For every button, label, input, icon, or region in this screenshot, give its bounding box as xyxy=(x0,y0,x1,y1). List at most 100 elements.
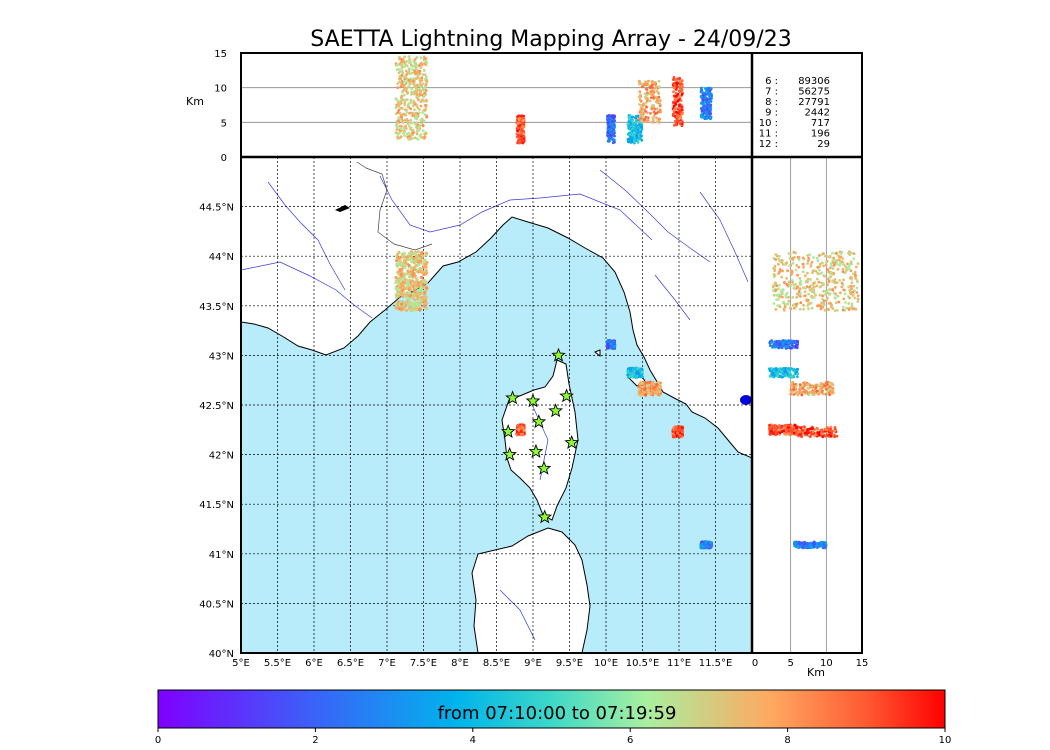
lightning-point xyxy=(850,302,854,306)
lightning-point xyxy=(408,251,412,255)
lightning-point xyxy=(403,80,406,84)
lightning-point xyxy=(411,131,414,135)
lon-tick-label: 9.5°E xyxy=(556,658,583,669)
lightning-point xyxy=(420,302,424,306)
lightning-point xyxy=(416,74,420,78)
altitude-lon-panel xyxy=(241,53,752,157)
lightning-point xyxy=(823,308,827,312)
lightning-point xyxy=(770,427,774,430)
lightning-point xyxy=(607,137,611,140)
lightning-point xyxy=(638,90,642,93)
lightning-point xyxy=(806,262,809,265)
lightning-point xyxy=(785,277,788,280)
lightning-point xyxy=(784,426,787,430)
lightning-point xyxy=(403,266,407,270)
lightning-point xyxy=(852,292,855,296)
lightning-point xyxy=(842,278,845,282)
lightning-point xyxy=(652,96,656,100)
lightning-point xyxy=(807,427,811,431)
lightning-point xyxy=(778,283,781,287)
lightning-point xyxy=(828,387,832,391)
lightning-point xyxy=(650,93,654,97)
lightning-point xyxy=(416,89,419,92)
lightning-point xyxy=(674,103,678,106)
lightning-point xyxy=(658,117,662,121)
lightning-point xyxy=(807,393,811,396)
lightning-point xyxy=(404,113,408,117)
lightning-point xyxy=(653,107,657,111)
lightning-point xyxy=(646,116,650,119)
lightning-point xyxy=(627,371,631,375)
lightning-point xyxy=(410,121,414,125)
lightning-point xyxy=(799,541,802,545)
lightning-point xyxy=(411,68,414,72)
lightning-point xyxy=(639,99,643,103)
lightning-point xyxy=(806,383,810,387)
alt-tick-label: 0 xyxy=(221,153,227,164)
lightning-point xyxy=(818,389,822,393)
lightning-point xyxy=(831,267,835,270)
lightning-point xyxy=(803,428,807,432)
lightning-point xyxy=(833,429,836,433)
lightning-point xyxy=(795,391,799,394)
lightning-point xyxy=(416,106,420,110)
lightning-point xyxy=(395,63,399,67)
lon-tick-label: 5.5°E xyxy=(264,658,291,669)
lightning-point xyxy=(816,259,820,263)
map-panel xyxy=(240,156,753,654)
lightning-point xyxy=(409,118,413,122)
lightning-point xyxy=(644,393,648,397)
lightning-point xyxy=(702,109,706,112)
lightning-point xyxy=(800,434,803,438)
lightning-point xyxy=(399,84,403,88)
lightning-point xyxy=(814,269,818,273)
lightning-point xyxy=(646,99,649,102)
lightning-point xyxy=(421,282,425,287)
lightning-point xyxy=(409,301,413,305)
lightning-point xyxy=(796,375,799,379)
counts-panel: 6 : 89306 7 : 56275 8 : 27791 9 : 2442 10 : 717 11… xyxy=(752,53,862,157)
lightning-point xyxy=(394,131,398,135)
lightning-point xyxy=(643,92,647,96)
lightning-point xyxy=(828,381,832,385)
lightning-point xyxy=(794,384,798,388)
lightning-point xyxy=(798,383,802,386)
lightning-point xyxy=(412,266,416,270)
lightning-point xyxy=(831,261,835,264)
lightning-point xyxy=(798,307,802,311)
lon-tick-label: 6°E xyxy=(305,658,323,669)
lightning-point xyxy=(802,390,806,393)
lightning-point xyxy=(824,263,828,267)
lightning-point xyxy=(782,300,786,304)
lightning-point xyxy=(801,387,805,390)
lightning-point xyxy=(639,133,642,137)
lightning-point xyxy=(638,120,641,124)
lightning-point xyxy=(407,55,411,58)
lightning-point xyxy=(399,69,402,73)
lightning-point xyxy=(780,430,784,433)
lightning-point xyxy=(772,432,776,436)
lightning-point xyxy=(821,294,824,298)
lightning-point xyxy=(404,124,407,128)
lightning-point xyxy=(680,426,684,430)
station-marker xyxy=(502,446,517,461)
lightning-point xyxy=(773,269,776,273)
lightning-point xyxy=(812,256,815,259)
lightning-point xyxy=(401,119,404,122)
lightning-point xyxy=(782,281,786,285)
lightning-point xyxy=(799,292,802,295)
lightning-point xyxy=(612,129,616,133)
lightning-point xyxy=(782,308,786,312)
lightning-point xyxy=(824,261,828,265)
lightning-cluster-alt-lon xyxy=(671,76,684,127)
lightning-point xyxy=(416,281,420,285)
lightning-point xyxy=(406,132,409,136)
lightning-point xyxy=(396,86,400,90)
lightning-point xyxy=(784,432,788,436)
lightning-point xyxy=(852,284,856,288)
lightning-point xyxy=(415,116,419,120)
lightning-point xyxy=(836,267,840,271)
lightning-point xyxy=(809,435,812,439)
lightning-point xyxy=(680,112,684,115)
lightning-point xyxy=(774,430,778,433)
